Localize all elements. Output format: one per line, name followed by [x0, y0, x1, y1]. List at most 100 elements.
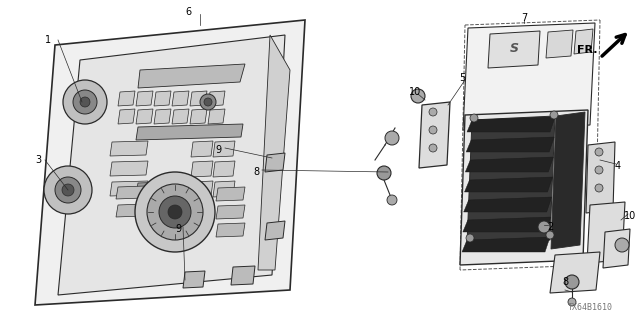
Polygon shape — [419, 102, 450, 168]
Polygon shape — [118, 91, 135, 106]
Circle shape — [377, 166, 391, 180]
Circle shape — [387, 195, 397, 205]
Polygon shape — [118, 109, 135, 124]
Text: 8: 8 — [562, 277, 568, 287]
Circle shape — [159, 196, 191, 228]
Polygon shape — [191, 141, 213, 157]
Text: 5: 5 — [459, 73, 465, 83]
Polygon shape — [190, 91, 207, 106]
Circle shape — [595, 148, 603, 156]
Circle shape — [73, 90, 97, 114]
Polygon shape — [488, 31, 540, 68]
Polygon shape — [116, 204, 145, 217]
Circle shape — [62, 184, 74, 196]
Circle shape — [63, 80, 107, 124]
Circle shape — [200, 94, 216, 110]
Polygon shape — [136, 91, 153, 106]
Text: TX64B1610: TX64B1610 — [568, 303, 612, 313]
Polygon shape — [587, 202, 625, 263]
Polygon shape — [574, 29, 593, 54]
Polygon shape — [546, 30, 573, 58]
Text: 4: 4 — [615, 161, 621, 171]
Polygon shape — [213, 141, 235, 157]
Polygon shape — [258, 35, 290, 270]
Circle shape — [385, 131, 399, 145]
Circle shape — [429, 108, 437, 116]
Circle shape — [595, 184, 603, 192]
Text: 10: 10 — [409, 87, 421, 97]
Circle shape — [615, 238, 629, 252]
Polygon shape — [463, 197, 552, 212]
Text: 1: 1 — [45, 35, 51, 45]
Polygon shape — [136, 181, 195, 194]
Circle shape — [44, 166, 92, 214]
Polygon shape — [208, 109, 225, 124]
Circle shape — [565, 275, 579, 289]
Circle shape — [411, 89, 425, 103]
Polygon shape — [172, 109, 189, 124]
Polygon shape — [466, 137, 554, 152]
Polygon shape — [551, 112, 585, 249]
Polygon shape — [154, 91, 171, 106]
Circle shape — [568, 298, 576, 306]
Polygon shape — [154, 109, 171, 124]
Polygon shape — [110, 181, 148, 196]
Polygon shape — [467, 117, 555, 132]
Polygon shape — [191, 181, 213, 197]
Circle shape — [429, 144, 437, 152]
Polygon shape — [213, 161, 235, 177]
Circle shape — [546, 231, 554, 239]
Polygon shape — [183, 271, 205, 288]
Polygon shape — [603, 229, 630, 268]
Polygon shape — [191, 161, 213, 177]
Polygon shape — [190, 109, 207, 124]
Circle shape — [595, 166, 603, 174]
Polygon shape — [58, 35, 285, 295]
Text: 7: 7 — [521, 13, 527, 23]
Text: 9: 9 — [175, 224, 181, 234]
Text: 2: 2 — [547, 222, 553, 232]
Polygon shape — [35, 20, 305, 305]
Text: S: S — [509, 42, 518, 54]
Polygon shape — [231, 266, 255, 285]
Polygon shape — [265, 221, 285, 240]
Text: 3: 3 — [35, 155, 41, 165]
Text: 8: 8 — [253, 167, 259, 177]
Polygon shape — [460, 110, 588, 265]
Circle shape — [168, 205, 182, 219]
Circle shape — [147, 184, 203, 240]
Polygon shape — [138, 64, 245, 88]
Polygon shape — [463, 23, 595, 130]
Circle shape — [550, 111, 558, 119]
Polygon shape — [465, 157, 554, 172]
Text: 9: 9 — [215, 145, 221, 155]
Polygon shape — [216, 205, 245, 219]
Polygon shape — [136, 109, 153, 124]
Circle shape — [429, 126, 437, 134]
Polygon shape — [213, 181, 235, 197]
Polygon shape — [467, 116, 555, 244]
Polygon shape — [208, 91, 225, 106]
Polygon shape — [462, 237, 550, 252]
Text: FR.: FR. — [577, 45, 598, 55]
Circle shape — [538, 221, 550, 233]
Circle shape — [204, 98, 212, 106]
Text: 10: 10 — [624, 211, 636, 221]
Text: 6: 6 — [185, 7, 191, 17]
Polygon shape — [110, 161, 148, 176]
Circle shape — [466, 234, 474, 242]
Polygon shape — [465, 177, 552, 192]
Polygon shape — [172, 91, 189, 106]
Circle shape — [135, 172, 215, 252]
Circle shape — [80, 97, 90, 107]
Circle shape — [470, 114, 478, 122]
Polygon shape — [116, 186, 145, 199]
Polygon shape — [265, 153, 285, 172]
Polygon shape — [110, 141, 148, 156]
Polygon shape — [550, 252, 600, 293]
Polygon shape — [463, 217, 551, 232]
Polygon shape — [136, 124, 243, 140]
Polygon shape — [586, 142, 615, 213]
Polygon shape — [216, 187, 245, 201]
Circle shape — [55, 177, 81, 203]
